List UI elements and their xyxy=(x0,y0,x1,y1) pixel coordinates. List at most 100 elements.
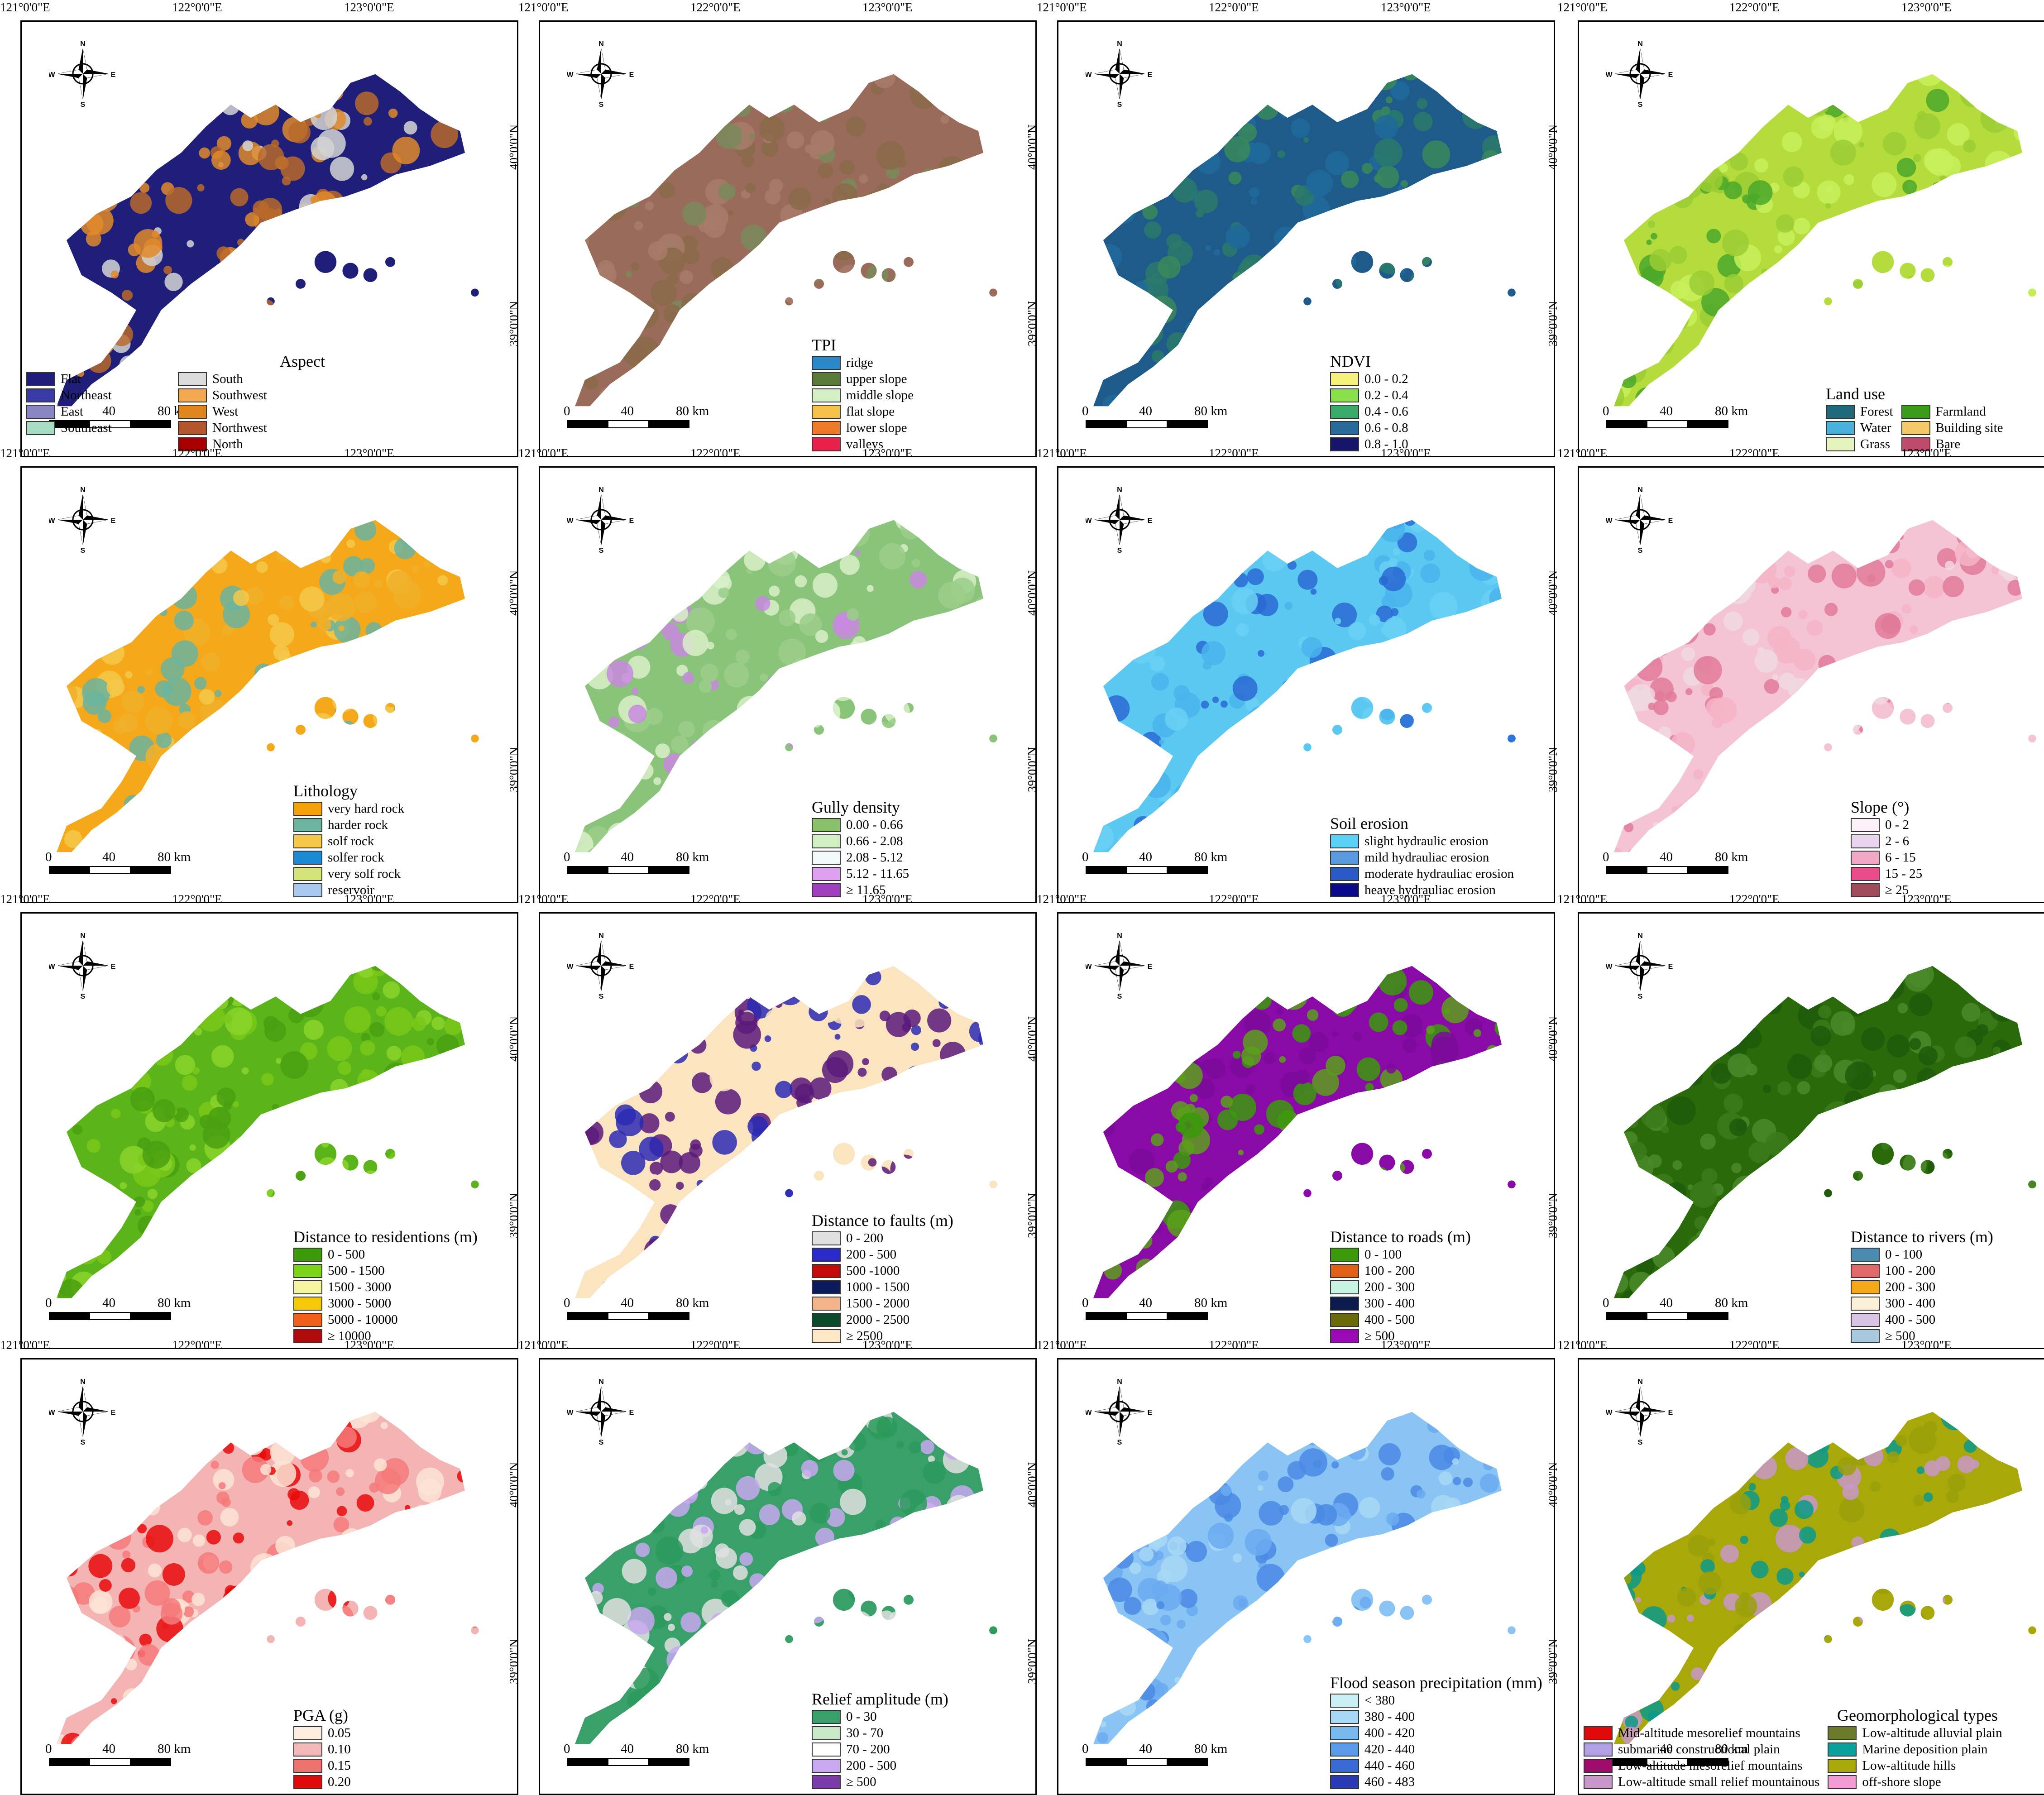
legend-label: 200 - 500 xyxy=(846,1247,897,1262)
map-panel: 121°0'0"E 122°0'0"E 123°0'0"E 40°0'0"N 39°0'… xyxy=(0,0,518,457)
north-arrow-compass-icon: N S E W xyxy=(1086,40,1153,108)
legend-label: solfer rock xyxy=(328,850,384,865)
legend-swatch xyxy=(1330,1694,1359,1708)
scale-tick-label: 80 km xyxy=(676,404,709,418)
compass-letter: E xyxy=(629,1409,634,1417)
legend-swatch xyxy=(812,1329,841,1343)
longitude-label: 121°0'0"E xyxy=(0,446,50,460)
legend-label: 0.10 xyxy=(328,1742,351,1757)
legend-label: 0.05 xyxy=(328,1726,351,1740)
legend-item: 380 - 400 xyxy=(1330,1710,1542,1724)
scale-tick-label: 40 xyxy=(102,404,115,418)
longitude-label: 121°0'0"E xyxy=(0,1338,50,1352)
legend-label: 460 - 483 xyxy=(1364,1775,1415,1789)
legend-label: Low-altitude small relief mountainous xyxy=(1618,1775,1820,1789)
legend-swatch xyxy=(293,1313,322,1327)
latitude-label: 40°0'0"N xyxy=(507,124,521,170)
scale-tick-label: 40 xyxy=(1660,850,1673,864)
longitude-label: 122°0'0"E xyxy=(172,1338,222,1352)
legend-label: Low-altitude hills xyxy=(1862,1758,1956,1773)
scale-tick-label: 80 km xyxy=(158,1742,191,1756)
legend-label: 2 - 6 xyxy=(1885,834,1910,848)
compass-letter: E xyxy=(629,71,634,79)
legend-swatch xyxy=(177,437,207,451)
map-legend: Distance to residentions (m) 0 - 500 500 -… xyxy=(293,1229,478,1343)
legend-label: ≥ 11.65 xyxy=(846,883,886,897)
legend-item: lower slope xyxy=(812,421,914,435)
compass-letter: E xyxy=(629,517,634,525)
legend-item: 420 - 440 xyxy=(1330,1742,1542,1757)
legend-item: Low-altitude mesorelief mountains xyxy=(1584,1759,1819,1773)
land-map xyxy=(575,520,997,852)
legend-item: 0 - 30 xyxy=(812,1710,948,1724)
compass-letter: W xyxy=(567,1409,574,1417)
legend-swatch xyxy=(812,356,841,370)
legend-swatch xyxy=(1584,1775,1613,1789)
latitude-label: 39°0'0"N xyxy=(1025,1192,1039,1238)
legend-swatch xyxy=(1330,372,1359,386)
scale-bar: 0 40 80 km xyxy=(1082,404,1227,431)
legend-swatch xyxy=(1330,1329,1359,1343)
legend-swatch xyxy=(1330,1710,1359,1724)
longitude-label: 122°0'0"E xyxy=(1209,446,1259,460)
legend-label: ≥ 500 xyxy=(846,1775,876,1789)
compass-letter: E xyxy=(1148,71,1153,79)
scale-tick-label: 40 xyxy=(102,850,115,864)
legend-swatch xyxy=(812,1726,841,1740)
legend-swatch xyxy=(1330,834,1359,848)
legend-item: very solf rock xyxy=(293,867,404,881)
map-panel: 121°0'0"E 122°0'0"E 123°0'0"E 40°0'0"N 39°0'… xyxy=(1546,892,2044,1349)
compass-letter: N xyxy=(80,932,86,940)
legend-swatch xyxy=(293,1726,322,1740)
legend-swatch xyxy=(293,1742,322,1757)
longitude-label: 121°0'0"E xyxy=(1557,892,1608,906)
legend-label: Low-altitude alluvial plain xyxy=(1862,1726,2002,1740)
longitude-label: 121°0'0"E xyxy=(1557,446,1608,460)
scale-tick-label: 40 xyxy=(102,1296,115,1310)
legend-swatch xyxy=(812,388,841,402)
legend-swatch xyxy=(812,1759,841,1773)
legend-item: 200 - 500 xyxy=(812,1248,953,1262)
legend-label: reservoir xyxy=(328,883,375,897)
scale-bar: 0 40 80 km xyxy=(1082,850,1227,877)
legend-swatch xyxy=(26,405,55,419)
legend-label: Farmland xyxy=(1935,404,1986,419)
legend-item: Grass xyxy=(1826,437,1893,451)
legend-swatch xyxy=(293,1775,322,1789)
legend-title: Gully density xyxy=(812,798,900,816)
legend-swatch xyxy=(293,1280,322,1294)
latitude-label: 40°0'0"N xyxy=(0,570,2,616)
compass-letter: N xyxy=(598,40,604,48)
legend-item: ≥ 500 xyxy=(1851,1329,1993,1343)
legend-label: 1500 - 3000 xyxy=(328,1280,392,1294)
latitude-label: 40°0'0"N xyxy=(0,1462,2,1508)
legend-item: ≥ 2500 xyxy=(812,1329,953,1343)
legend-swatch xyxy=(1851,883,1880,897)
legend-swatch xyxy=(293,1759,322,1773)
compass-letter: E xyxy=(111,71,116,79)
scale-tick-label: 80 km xyxy=(676,850,709,864)
legend-label: 0 - 2 xyxy=(1885,818,1910,832)
compass-letter: E xyxy=(1668,963,1673,971)
legend-label: West xyxy=(212,404,239,419)
latitude-label: 40°0'0"N xyxy=(507,570,521,616)
compass-letter: N xyxy=(1637,40,1643,48)
land-map xyxy=(1614,74,2036,407)
legend-swatch xyxy=(293,883,322,897)
latitude-label: 39°0'0"N xyxy=(1546,301,1560,346)
compass-letter: S xyxy=(81,993,86,1000)
north-arrow-compass-icon: N S E W xyxy=(1606,486,1673,554)
longitude-label: 121°0'0"E xyxy=(518,892,569,906)
legend-label: 5.12 - 11.65 xyxy=(846,866,910,881)
map-panel: 121°0'0"E 122°0'0"E 123°0'0"E 40°0'0"N 39°0'… xyxy=(507,446,1037,903)
scale-tick-label: 0 xyxy=(564,1742,570,1756)
legend-item: North xyxy=(177,437,325,451)
legend-label: 0.6 - 0.8 xyxy=(1364,421,1408,435)
legend-label: 0 - 30 xyxy=(846,1709,877,1724)
compass-letter: E xyxy=(111,1409,116,1417)
legend-item: ridge xyxy=(812,356,914,370)
legend-label: 200 - 300 xyxy=(1364,1280,1415,1294)
legend-item: solfer rock xyxy=(293,851,404,865)
latitude-label: 40°0'0"N xyxy=(0,124,2,170)
latitude-label: 40°0'0"N xyxy=(1546,1016,1560,1062)
